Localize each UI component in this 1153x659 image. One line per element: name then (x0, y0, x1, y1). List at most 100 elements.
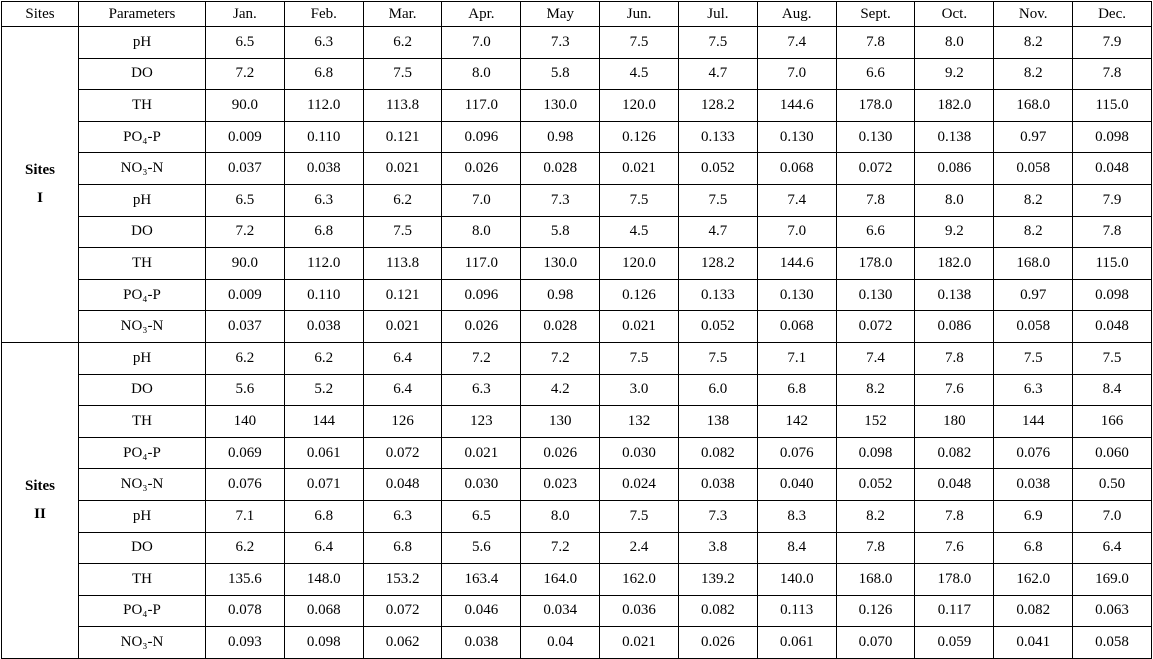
table-row: DO 7.2 6.8 7.5 8.0 5.8 4.5 4.7 7.0 6.6 9.2 8.2 7.8 (2, 215, 1152, 249)
table-row: pH 7.1 6.8 6.3 6.5 8.0 7.5 7.3 8.3 8.2 7.8 6.9 7.0 (2, 499, 1152, 533)
parameter-label: DO (78, 531, 206, 565)
table-row: PO₄-P 0.078 0.068 0.072 0.046 0.034 0.036 0.082… (2, 594, 1152, 628)
cell-value: 0.098 (283, 626, 364, 659)
cell-value: 0.009 (205, 120, 285, 154)
cell-value: 7.0 (756, 57, 837, 91)
cell-value: 0.110 (283, 278, 364, 312)
cell-value: 8.0 (441, 57, 522, 91)
cell-value: 8.2 (993, 215, 1074, 249)
cell-value: 0.048 (914, 468, 995, 501)
cell-value: 7.4 (756, 183, 837, 217)
parameter-label: TH (78, 405, 206, 438)
column-header-apr: Apr. (441, 1, 522, 27)
cell-value: 0.50 (1072, 468, 1152, 501)
cell-value: 6.5 (205, 26, 285, 59)
cell-value: 0.040 (756, 468, 837, 501)
cell-value: 0.026 (441, 310, 522, 343)
table-row: NO₃-N 0.076 0.071 0.048 0.030 0.023 0.024 0.038… (2, 468, 1152, 501)
cell-value: 0.021 (362, 152, 443, 185)
cell-value: 7.5 (677, 341, 758, 375)
cell-value: 144 (283, 405, 364, 438)
cell-value: 139.2 (677, 563, 758, 596)
cell-value: 0.126 (599, 278, 679, 312)
cell-value: 0.009 (205, 278, 285, 312)
cell-value: 130 (520, 405, 601, 438)
cell-value: 0.058 (1072, 626, 1152, 659)
cell-value: 0.038 (441, 626, 522, 659)
cell-value: 0.072 (835, 152, 916, 185)
cell-value: 8.0 (520, 499, 601, 533)
cell-value: 0.061 (756, 626, 837, 659)
cell-value: 4.5 (599, 215, 679, 249)
cell-value: 6.0 (677, 373, 758, 407)
cell-value: 0.052 (835, 468, 916, 501)
cell-value: 0.133 (677, 278, 758, 312)
column-header-sept: Sept. (835, 1, 916, 27)
cell-value: 0.030 (441, 468, 522, 501)
cell-value: 7.8 (835, 26, 916, 59)
cell-value: 0.113 (756, 594, 837, 628)
cell-value: 0.021 (362, 310, 443, 343)
cell-value: 0.062 (362, 626, 443, 659)
cell-value: 7.9 (1072, 26, 1152, 59)
parameter-label: pH (78, 341, 206, 375)
column-header-jan: Jan. (205, 1, 285, 27)
cell-value: 178.0 (835, 89, 916, 122)
cell-value: 7.9 (1072, 183, 1152, 217)
cell-value: 126 (362, 405, 443, 438)
parameter-label: PO₄-P (78, 278, 206, 312)
cell-value: 5.6 (205, 373, 285, 407)
cell-value: 0.97 (993, 278, 1074, 312)
cell-value: 0.052 (677, 152, 758, 185)
column-header-feb: Feb. (283, 1, 364, 27)
column-header-oct: Oct. (914, 1, 995, 27)
cell-value: 0.063 (1072, 594, 1152, 628)
table-row: Sites II pH 6.2 6.2 6.4 7.2 7.2 7.5 7.5 7.1 7.4 7.8 7… (1, 341, 1152, 659)
cell-value: 7.5 (362, 57, 443, 91)
cell-value: 0.037 (205, 152, 285, 185)
cell-value: 8.0 (441, 215, 522, 249)
cell-value: 8.2 (993, 57, 1074, 91)
site-label-line: Sites (25, 161, 55, 178)
cell-value: 6.2 (362, 183, 443, 217)
cell-value: 152 (835, 405, 916, 438)
table-row: DO 5.6 5.2 6.4 6.3 4.2 3.0 6.0 6.8 8.2 7.6 6.3 8.4 (2, 373, 1152, 407)
cell-value: 0.130 (835, 120, 916, 154)
table-row: DO 7.2 6.8 7.5 8.0 5.8 4.5 4.7 7.0 6.6 9.2 8.2 7.8 (2, 57, 1152, 91)
cell-value: 7.5 (1072, 341, 1152, 375)
cell-value: 0.072 (835, 310, 916, 343)
cell-value: 182.0 (914, 89, 995, 122)
cell-value: 6.2 (205, 341, 285, 375)
cell-value: 7.5 (599, 499, 679, 533)
cell-value: 7.8 (1072, 57, 1152, 91)
cell-value: 6.8 (283, 57, 364, 91)
column-header-aug: Aug. (756, 1, 837, 27)
table-row: NO₃-N 0.037 0.038 0.021 0.026 0.028 0.021 0.052… (2, 310, 1152, 343)
cell-value: 0.121 (362, 120, 443, 154)
cell-value: 138 (677, 405, 758, 438)
cell-value: 5.6 (441, 531, 522, 565)
cell-value: 113.8 (362, 89, 443, 122)
cell-value: 120.0 (599, 247, 679, 280)
parameter-label: TH (78, 563, 206, 596)
cell-value: 7.8 (835, 183, 916, 217)
column-header-sites: Sites (1, 1, 79, 27)
parameter-label: NO₃-N (78, 626, 206, 659)
cell-value: 7.2 (205, 215, 285, 249)
cell-value: 6.4 (283, 531, 364, 565)
cell-value: 0.026 (677, 626, 758, 659)
table-row: PO₄-P 0.009 0.110 0.121 0.096 0.98 0.126 0.133 0… (2, 120, 1152, 154)
parameter-label: PO₄-P (78, 594, 206, 628)
parameter-label: DO (78, 57, 206, 91)
cell-value: 0.093 (205, 626, 285, 659)
cell-value: 0.038 (283, 152, 364, 185)
cell-value: 0.126 (599, 120, 679, 154)
cell-value: 117.0 (441, 247, 522, 280)
table-row: NO₃-N 0.093 0.098 0.062 0.038 0.04 0.021 0.026 0… (2, 626, 1152, 659)
cell-value: 0.071 (283, 468, 364, 501)
column-header-may: May (520, 1, 601, 27)
cell-value: 163.4 (441, 563, 522, 596)
cell-value: 0.024 (599, 468, 679, 501)
cell-value: 7.5 (677, 183, 758, 217)
cell-value: 6.6 (835, 215, 916, 249)
